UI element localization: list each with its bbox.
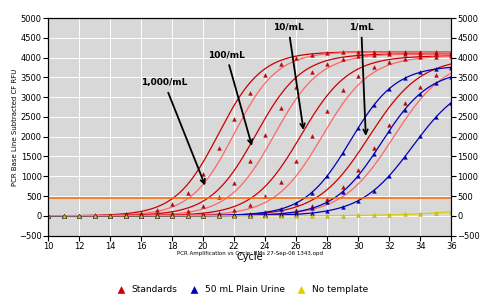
- X-axis label: Cycle: Cycle: [236, 252, 263, 262]
- Text: 10/mL: 10/mL: [273, 23, 305, 128]
- Text: PCR Amplification vs Cycle: BMs 27-Sep-06 1343.opd: PCR Amplification vs Cycle: BMs 27-Sep-0…: [177, 251, 323, 256]
- Text: 100/mL: 100/mL: [208, 51, 252, 144]
- Text: 1,000/mL: 1,000/mL: [141, 78, 205, 184]
- Y-axis label: PCR Base Line Subtracted CF RFU: PCR Base Line Subtracted CF RFU: [12, 68, 18, 185]
- Legend: Standards, 50 mL Plain Urine, No template: Standards, 50 mL Plain Urine, No templat…: [108, 281, 372, 297]
- Text: 1/mL: 1/mL: [349, 23, 373, 134]
